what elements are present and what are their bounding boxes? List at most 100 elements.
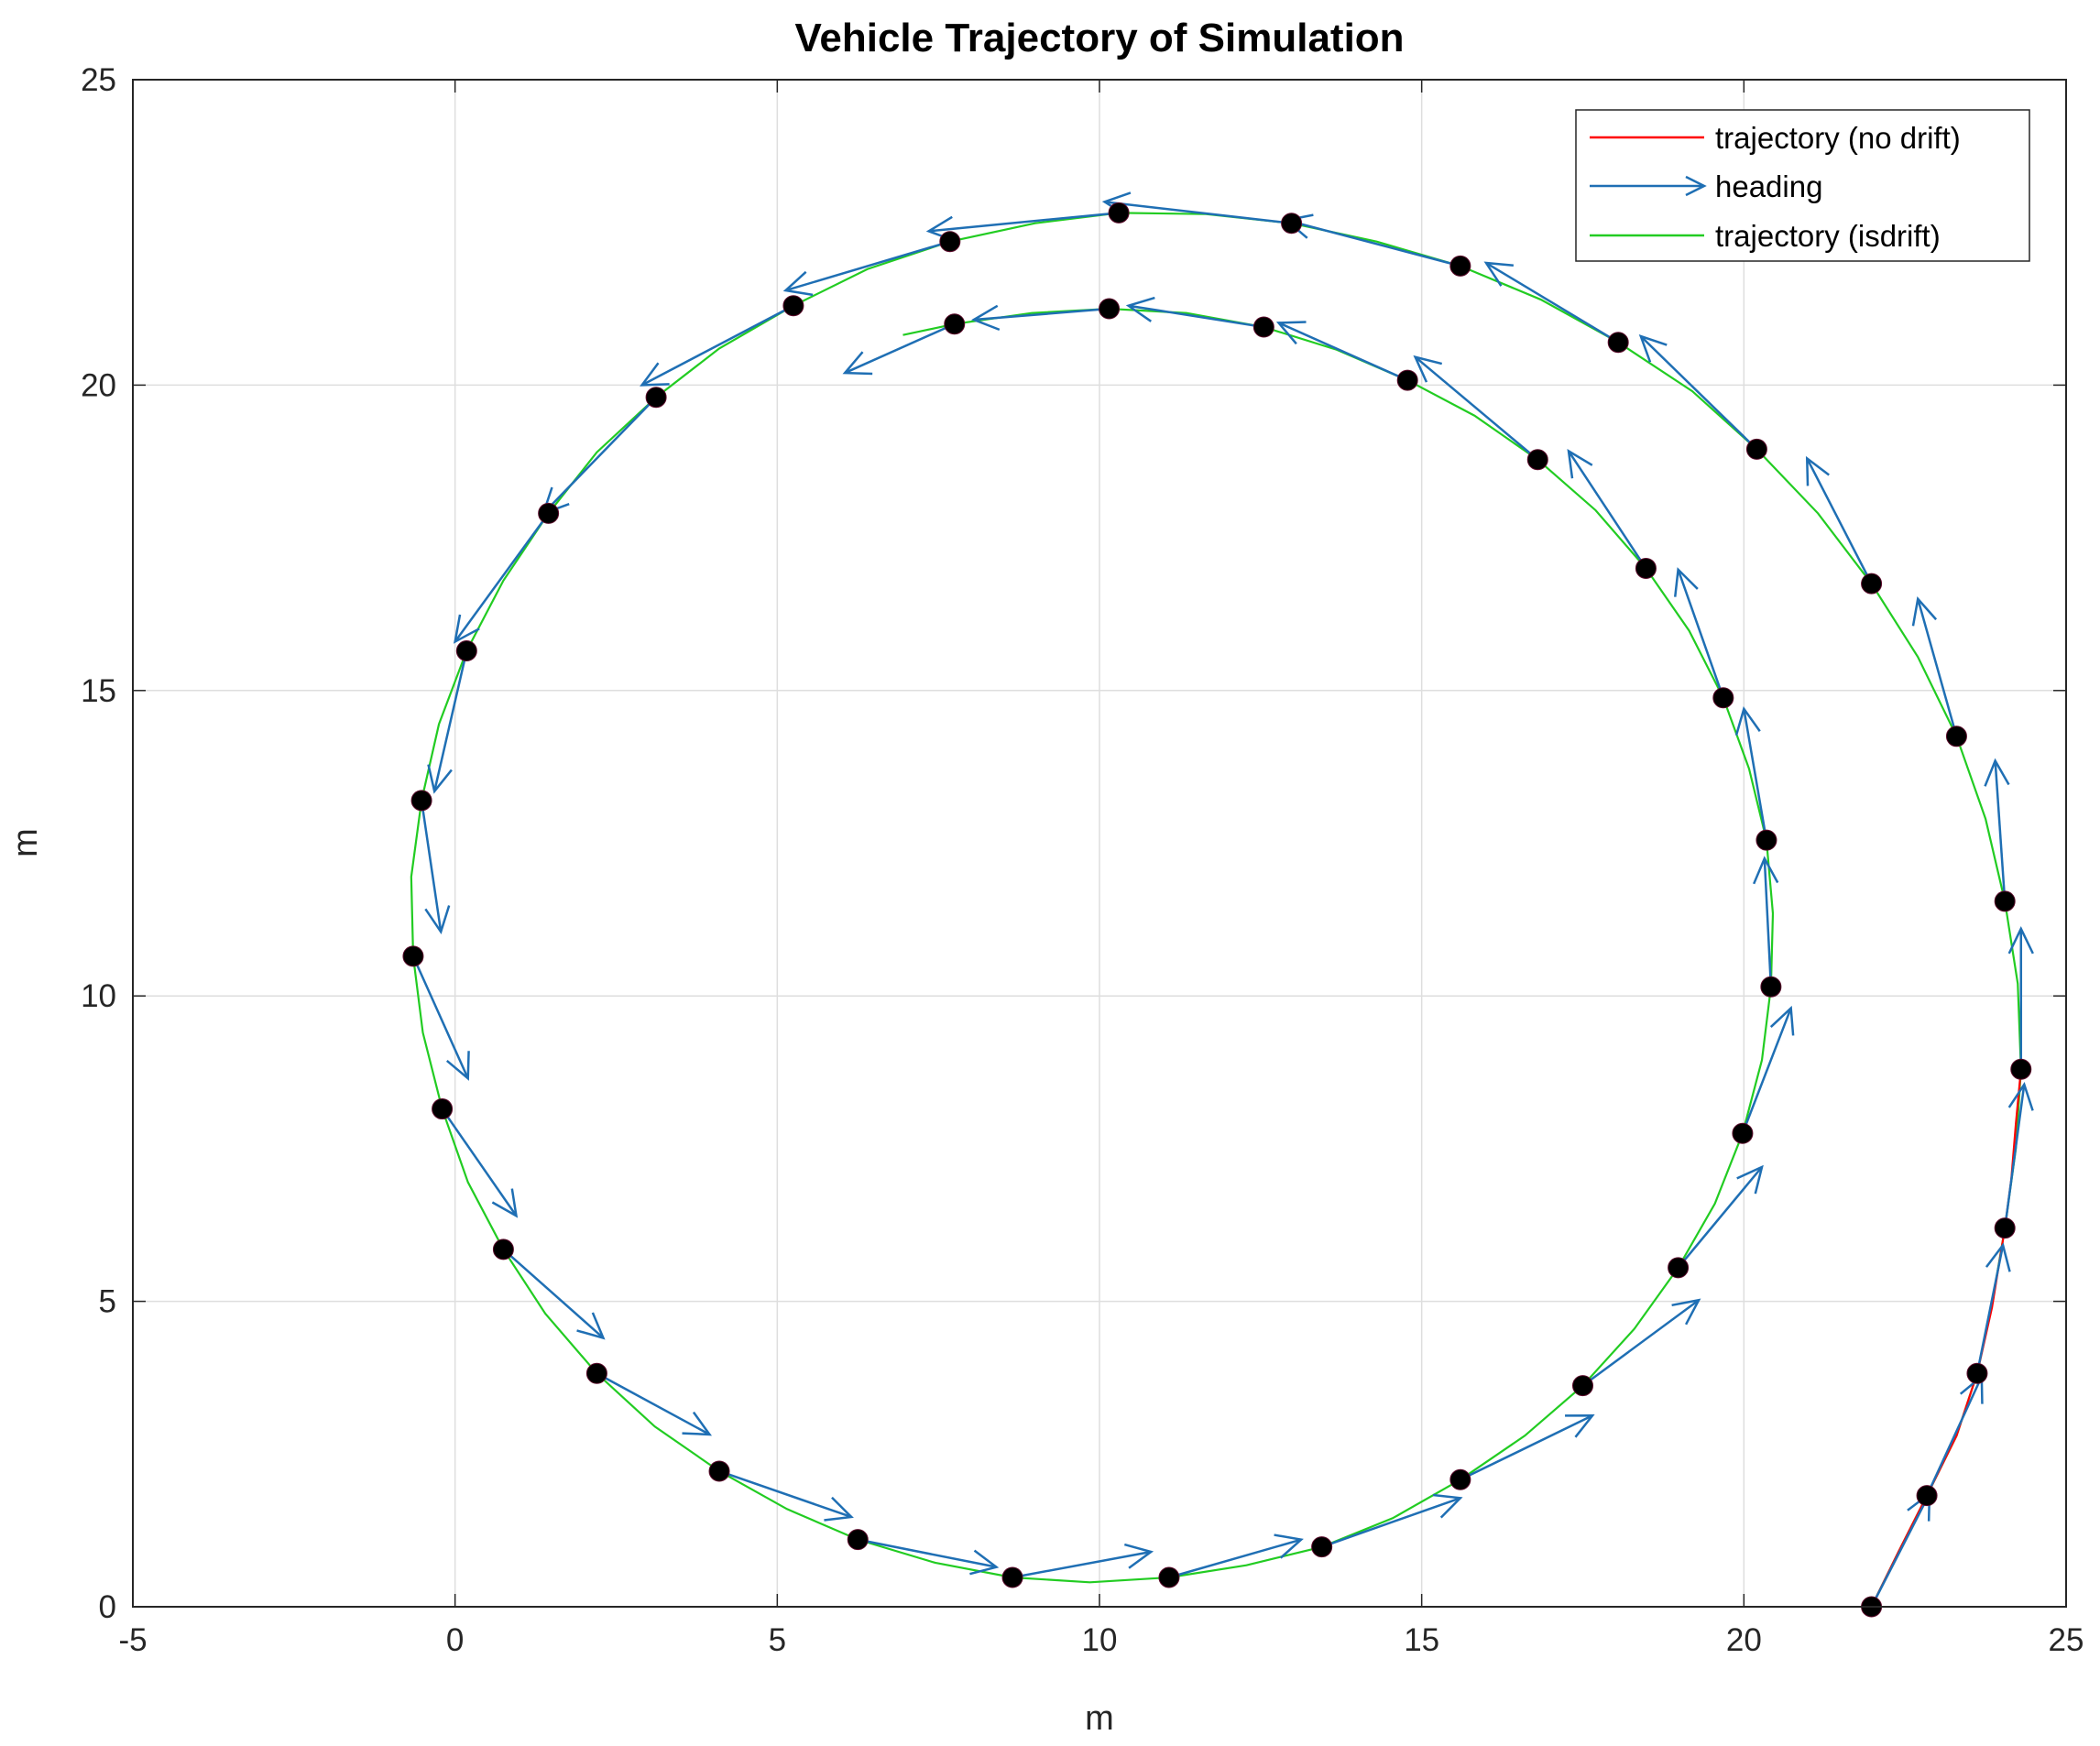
- trajectory-marker: [782, 295, 804, 317]
- heading-arrow: [1275, 321, 1408, 382]
- x-tick-label: 0: [446, 1622, 464, 1658]
- trajectory-marker: [939, 231, 961, 253]
- heading-arrow: [1673, 567, 1725, 699]
- x-tick-label: 20: [1726, 1622, 1762, 1658]
- trajectory-marker: [1745, 438, 1767, 460]
- x-tick-label: 25: [2049, 1622, 2084, 1658]
- legend-swatch-heading: [1590, 175, 1707, 197]
- trajectory-marker: [1607, 332, 1629, 354]
- heading-arrow: [1321, 1493, 1463, 1548]
- heading-arrow: [782, 240, 951, 297]
- x-tick-label: 15: [1404, 1622, 1439, 1658]
- heading-arrow: [1125, 296, 1264, 329]
- heading-arrow: [842, 322, 956, 376]
- trajectory-marker: [432, 1098, 454, 1120]
- trajectory-marker: [1396, 369, 1418, 391]
- trajectory-marker: [1994, 890, 2016, 912]
- heading-arrow: [858, 1538, 1000, 1576]
- axes-box: [132, 79, 2067, 1608]
- trajectory-marker: [1755, 829, 1777, 851]
- heading-arrow: [2003, 1082, 2034, 1228]
- y-axis-label: m: [6, 828, 45, 857]
- trajectory-marker: [410, 790, 432, 812]
- trajectory-marker: [1994, 1217, 2016, 1239]
- legend-label-heading: heading: [1715, 169, 1822, 203]
- trajectory-marker: [1861, 573, 1883, 595]
- trajectory-marker: [1252, 316, 1274, 338]
- trajectory-marker: [1158, 1566, 1180, 1588]
- legend: trajectory (no drift) heading trajectory…: [1575, 109, 2030, 262]
- trajectory-marker: [492, 1239, 514, 1260]
- y-tick-label: 20: [81, 367, 116, 403]
- trajectory-marker: [2010, 1058, 2032, 1080]
- trajectory-marker: [944, 313, 966, 335]
- trajectory-marker: [1668, 1257, 1690, 1279]
- trajectory-marker: [1966, 1362, 1988, 1384]
- heading-arrow: [1677, 1164, 1764, 1269]
- heading-arrow: [1581, 1298, 1701, 1387]
- trajectory-marker: [1526, 449, 1548, 471]
- y-tick-label: 5: [99, 1284, 116, 1320]
- y-tick-label: 25: [81, 62, 116, 98]
- heading-arrow: [1741, 1005, 1795, 1134]
- heading-arrow: [1975, 1242, 2011, 1374]
- heading-arrow: [1413, 355, 1539, 461]
- y-tick-label: 10: [81, 978, 116, 1014]
- heading-arrow: [1911, 596, 1958, 737]
- trajectory-marker: [1712, 687, 1734, 709]
- data-layer: [402, 191, 2034, 1618]
- heading-arrow: [502, 1248, 606, 1340]
- trajectory-marker: [1732, 1122, 1754, 1144]
- heading-arrow: [2007, 925, 2034, 1070]
- trajectory-marker: [1945, 726, 1967, 748]
- heading-arrow: [420, 800, 451, 935]
- x-tick-label: 10: [1082, 1622, 1118, 1658]
- heading-arrow: [1567, 449, 1647, 570]
- trajectory-marker: [1449, 255, 1471, 277]
- trajectory-marker: [1572, 1375, 1593, 1397]
- heading-arrow: [1734, 705, 1768, 841]
- trajectory-marker: [1108, 202, 1130, 224]
- x-axis-label: m: [1085, 1699, 1114, 1738]
- trajectory-marker: [1311, 1536, 1333, 1558]
- trajectory-marker: [402, 945, 424, 967]
- heading-arrow: [411, 955, 470, 1081]
- heading-arrow: [596, 1372, 713, 1436]
- y-tick-label: 15: [81, 673, 116, 709]
- heading-arrow: [1805, 455, 1873, 584]
- legend-label-no-drift: trajectory (no drift): [1715, 121, 1961, 155]
- trajectory-marker: [1916, 1485, 1938, 1507]
- heading-arrow: [1168, 1533, 1304, 1579]
- trajectory-marker: [645, 387, 667, 409]
- heading-arrow: [640, 304, 794, 387]
- legend-label-isdrift: trajectory (isdrift): [1715, 219, 1941, 253]
- heading-arrow: [453, 512, 550, 644]
- x-tick-label: 5: [769, 1622, 786, 1658]
- trajectory-marker: [1760, 976, 1782, 998]
- heading-arrow: [441, 1108, 519, 1218]
- trajectory-marker: [847, 1529, 869, 1551]
- heading-arrow: [1012, 1543, 1154, 1579]
- heading-arrow: [970, 304, 1110, 332]
- chart-title: Vehicle Trajectory of Simulation: [794, 16, 1404, 60]
- axes: [132, 79, 2067, 1608]
- trajectory-marker: [1635, 557, 1657, 579]
- heading-arrow: [1753, 856, 1779, 988]
- heading-arrow: [1460, 1414, 1595, 1481]
- heading-arrow: [1483, 261, 1619, 344]
- heading-arrow: [427, 650, 468, 794]
- x-tick-label: -5: [118, 1622, 147, 1658]
- trajectory-marker: [585, 1362, 607, 1384]
- trajectory-marker: [1099, 298, 1121, 320]
- trajectory-marker: [1001, 1566, 1023, 1588]
- heading-arrow: [1638, 334, 1758, 451]
- trajectory-marker: [708, 1460, 730, 1482]
- trajectory-marker: [1281, 213, 1303, 235]
- heading-arrow: [1984, 758, 2010, 901]
- heading-arrow: [718, 1469, 854, 1522]
- trajectory-marker: [1449, 1468, 1471, 1490]
- trajectory-marker: [455, 639, 477, 661]
